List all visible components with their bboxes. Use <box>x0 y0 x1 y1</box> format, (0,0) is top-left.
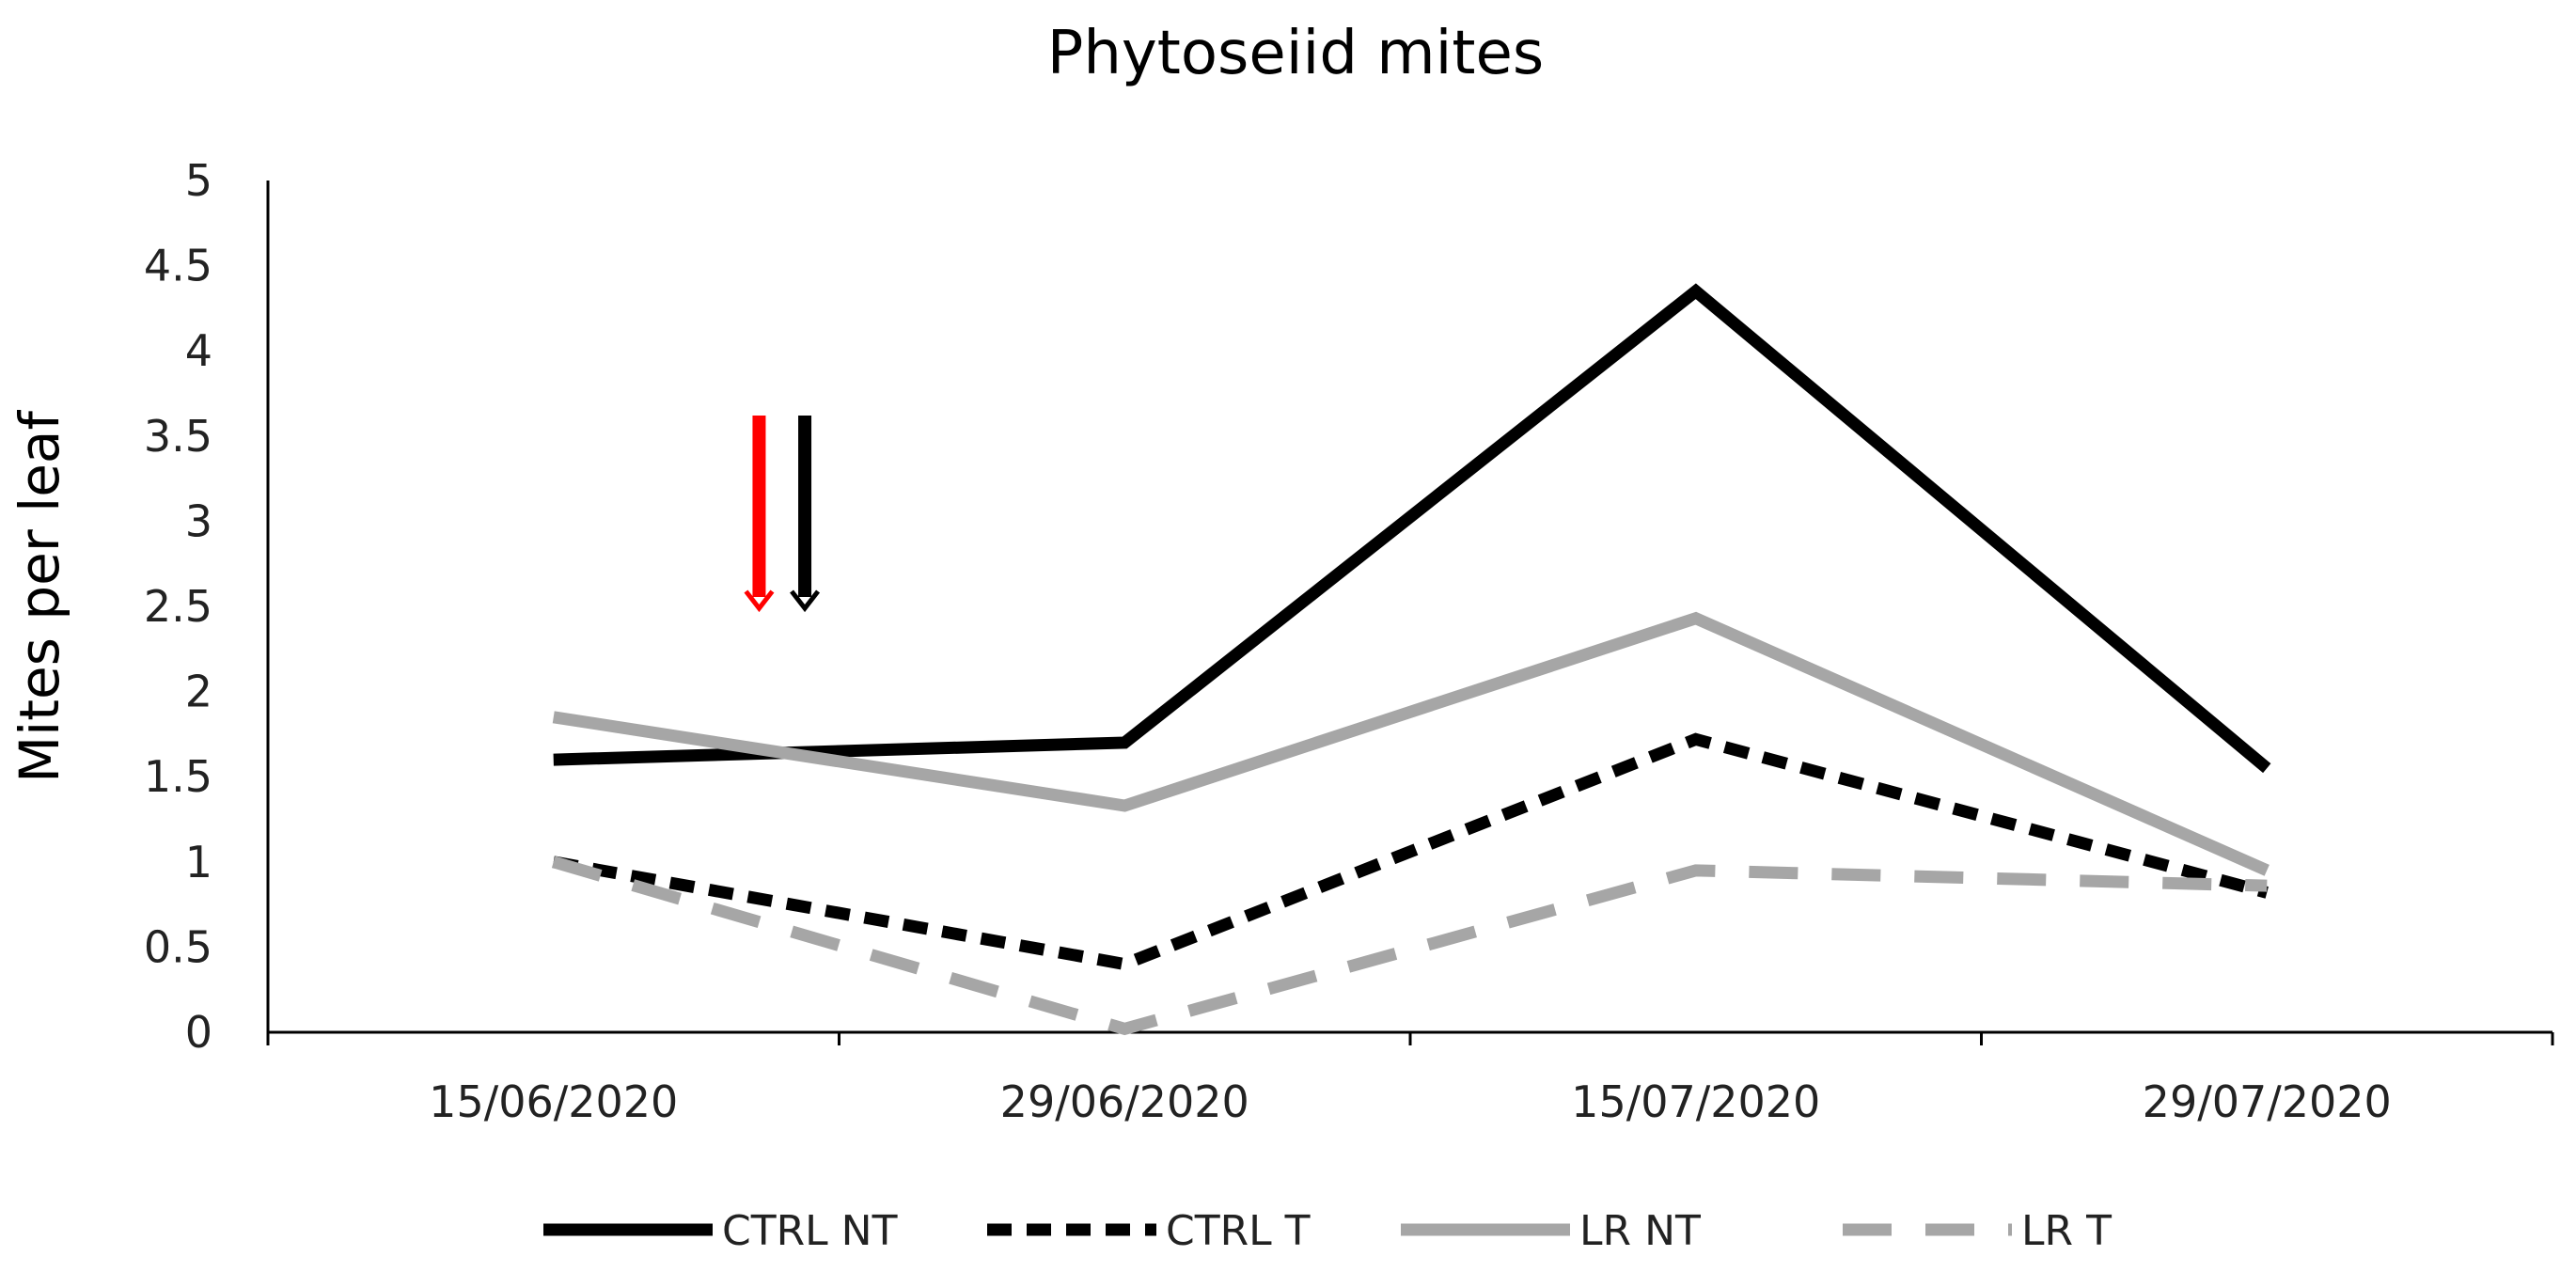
data-point <box>2266 767 2268 769</box>
y-tick-label: 4 <box>185 325 212 376</box>
data-point <box>2266 891 2268 893</box>
x-tick-label: 29/07/2020 <box>2143 1076 2392 1127</box>
arrow-head <box>744 589 775 613</box>
series-line-ctrl-t <box>552 732 2269 971</box>
data-point <box>1123 964 1125 966</box>
data-point <box>553 716 555 718</box>
data-point <box>1123 742 1125 744</box>
y-tick-label: 0 <box>185 1007 212 1058</box>
y-tick-label: 5 <box>185 155 212 206</box>
legend: CTRL NT CTRL T LR NT LR T <box>543 1207 2112 1255</box>
arrow-head <box>790 589 821 613</box>
data-point <box>553 861 555 863</box>
data-point <box>1123 805 1125 807</box>
data-point <box>1695 618 1697 620</box>
legend-label: CTRL NT <box>722 1207 898 1255</box>
y-axis-label: Mites per leaf <box>8 410 71 783</box>
y-tick-label: 0.5 <box>144 921 212 972</box>
legend-item: CTRL NT <box>543 1207 898 1255</box>
y-tick-label: 1 <box>185 837 212 887</box>
data-point <box>1695 738 1697 740</box>
legend-item: LR NT <box>1401 1207 1701 1255</box>
legend-item: LR T <box>1843 1207 2112 1255</box>
chart-title: Phytoseiid mites <box>1047 19 1544 88</box>
series-lines <box>551 283 2271 1036</box>
legend-item: CTRL T <box>987 1207 1311 1255</box>
axes: 0 0.5 1 1.5 2 2.5 3 3.5 4 4.5 5 15/06/2020 29/06/202… <box>144 155 2554 1127</box>
annotation-arrows <box>744 416 821 613</box>
data-point <box>2266 885 2268 887</box>
y-tick-label: 2.5 <box>144 581 212 632</box>
annotation-arrow <box>790 416 821 613</box>
legend-label: CTRL T <box>1166 1207 1311 1255</box>
y-tick-label: 4.5 <box>144 241 212 291</box>
annotation-arrow <box>744 416 775 613</box>
data-point <box>553 759 555 761</box>
data-point <box>1123 1028 1125 1029</box>
data-point <box>1695 291 1697 292</box>
y-tick-label: 2 <box>185 667 212 717</box>
y-tick-label: 1.5 <box>144 751 212 802</box>
data-point <box>2266 870 2268 872</box>
x-tick-label: 15/06/2020 <box>429 1076 678 1127</box>
y-tick-label: 3 <box>185 495 212 546</box>
legend-label: LR NT <box>1579 1207 1701 1255</box>
y-tick-label: 3.5 <box>144 411 212 462</box>
series-line-ctrl-nt <box>553 283 2271 774</box>
legend-label: LR T <box>2021 1207 2112 1255</box>
x-tick-label: 29/06/2020 <box>1000 1076 1249 1127</box>
data-point <box>1695 870 1697 872</box>
series-line-lr-nt <box>552 611 2270 876</box>
x-tick-label: 15/07/2020 <box>1571 1076 1820 1127</box>
